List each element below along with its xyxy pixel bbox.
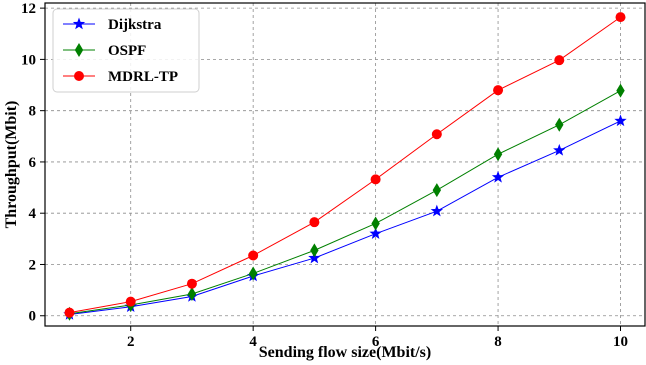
data-point-mdrl-tp — [493, 85, 504, 96]
data-point-mdrl-tp — [186, 278, 197, 289]
data-point-dijkstra — [491, 170, 505, 183]
data-point-mdrl-tp — [615, 12, 626, 23]
series-mdrl-tp — [64, 12, 626, 318]
series-line-mdrl-tp — [69, 16, 621, 314]
data-point-mdrl-tp — [64, 307, 75, 318]
legend-label-mdrl-tp: MDRL-TP — [108, 69, 178, 85]
series-layer — [63, 12, 627, 321]
y-tick-label: 10 — [21, 52, 36, 68]
legend-item-ospf: OSPF — [63, 43, 146, 59]
data-point-ospf — [371, 216, 380, 231]
series-dijkstra — [63, 114, 627, 320]
data-point-dijkstra — [614, 114, 627, 127]
x-tick-label: 2 — [127, 334, 135, 350]
series-line-ospf — [69, 90, 621, 315]
data-point-ospf — [493, 147, 503, 162]
data-point-ospf — [248, 266, 258, 281]
x-tick-label: 6 — [372, 334, 380, 350]
y-tick-label: 4 — [29, 206, 37, 222]
data-point-dijkstra — [430, 204, 444, 217]
data-point-mdrl-tp — [248, 250, 259, 261]
y-tick-label: 0 — [29, 309, 37, 325]
series-ospf — [65, 83, 625, 321]
data-point-ospf — [616, 83, 625, 98]
data-point-mdrl-tp — [309, 217, 320, 228]
y-tick-label: 2 — [29, 257, 37, 273]
plot-frame — [44, 2, 646, 327]
legend-box — [52, 8, 200, 93]
x-tick-label: 4 — [249, 334, 257, 350]
legend-item-dijkstra: Dijkstra — [63, 17, 162, 33]
data-point-mdrl-tp — [554, 55, 565, 66]
data-point-ospf — [555, 117, 564, 132]
legend: Dijkstra OSPF MDRL-TP — [52, 8, 200, 93]
legend-label-ospf: OSPF — [108, 43, 146, 59]
tick-layer: 2 4 6 8 10 0 2 4 6 8 10 12 — [21, 1, 628, 350]
legend-marker — [72, 17, 86, 30]
data-point-dijkstra — [553, 143, 566, 156]
grid — [45, 3, 645, 326]
data-point-mdrl-tp — [125, 296, 136, 307]
x-axis-label: Sending flow size(Mbit/s) — [259, 344, 431, 361]
legend-item-mdrl-tp: MDRL-TP — [63, 69, 178, 85]
legend-label-dijkstra: Dijkstra — [108, 17, 162, 33]
x-tick-label: 8 — [494, 334, 502, 350]
x-tick-label: 10 — [613, 334, 628, 350]
legend-marker — [74, 71, 84, 81]
data-point-dijkstra — [308, 251, 321, 264]
y-tick-label: 6 — [29, 155, 37, 171]
data-point-mdrl-tp — [431, 129, 442, 140]
data-point-mdrl-tp — [370, 174, 381, 185]
data-point-ospf — [432, 183, 442, 198]
y-tick-label: 12 — [21, 1, 36, 17]
y-axis-label: Throughput(Mbit) — [3, 101, 20, 229]
series-line-dijkstra — [69, 120, 621, 315]
y-tick-label: 8 — [29, 104, 37, 120]
data-point-ospf — [187, 286, 197, 301]
legend-marker — [74, 43, 84, 57]
data-point-ospf — [310, 243, 319, 258]
data-point-dijkstra — [369, 227, 382, 239]
